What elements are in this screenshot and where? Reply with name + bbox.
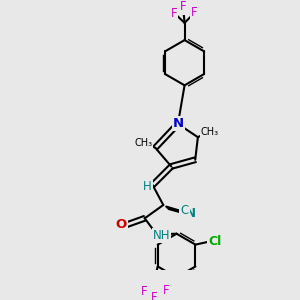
Text: F: F: [151, 290, 158, 300]
Text: NH: NH: [153, 229, 170, 242]
Text: C: C: [181, 204, 189, 218]
Text: F: F: [180, 0, 187, 13]
Text: F: F: [141, 285, 148, 298]
Text: CH₃: CH₃: [201, 128, 219, 137]
Text: CH₃: CH₃: [134, 138, 152, 148]
Text: F: F: [162, 284, 169, 297]
Text: H: H: [143, 180, 152, 193]
Text: F: F: [171, 7, 177, 20]
Text: N: N: [173, 117, 184, 130]
Text: Cl: Cl: [208, 235, 221, 248]
Text: N: N: [186, 207, 196, 220]
Text: F: F: [191, 6, 198, 19]
Text: O: O: [116, 218, 127, 232]
